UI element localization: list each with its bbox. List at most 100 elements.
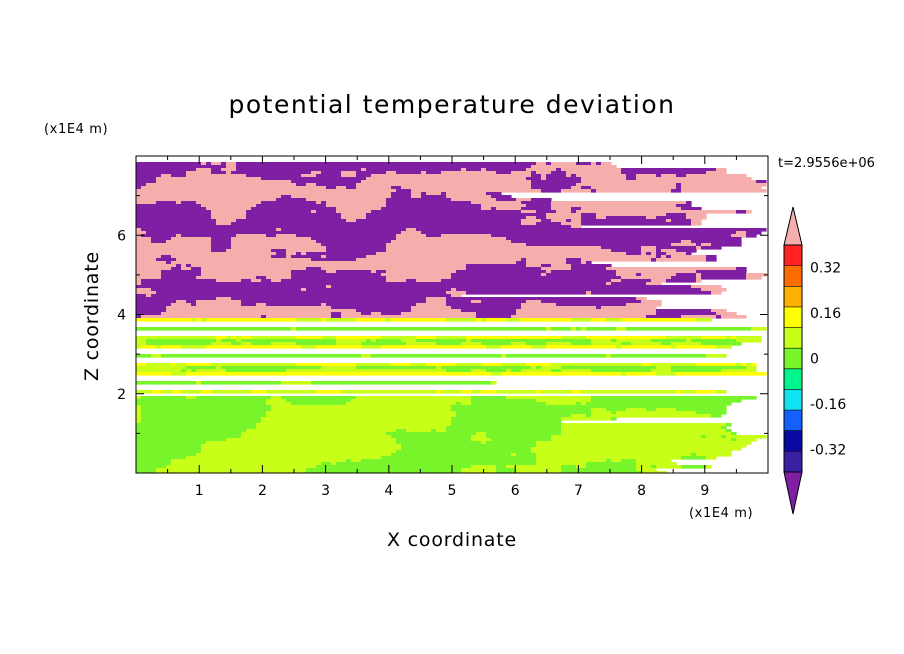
field-cell — [476, 315, 512, 319]
field-cell — [696, 411, 727, 415]
field-cell — [136, 369, 182, 373]
field-cell — [596, 216, 607, 220]
field-cell — [511, 240, 682, 244]
field-cell — [146, 339, 217, 343]
field-cell — [451, 417, 562, 421]
field-cell — [716, 345, 732, 349]
field-cell — [471, 339, 592, 343]
field-cell — [171, 237, 212, 241]
field-cell — [651, 279, 667, 283]
field-cell — [316, 390, 342, 394]
colorbar-bin — [784, 245, 802, 267]
field-cell — [316, 174, 342, 178]
field-cell — [526, 261, 567, 265]
field-cell — [656, 408, 677, 412]
field-cell — [216, 366, 222, 370]
field-cell — [241, 339, 337, 343]
field-cell — [186, 174, 247, 178]
field-cell — [151, 390, 162, 394]
field-cell — [271, 405, 452, 409]
field-cell — [371, 354, 502, 358]
field-cell — [416, 279, 442, 283]
field-cell — [486, 345, 502, 349]
field-cell — [446, 369, 472, 373]
field-cell — [241, 435, 392, 439]
field-cell — [746, 366, 757, 370]
field-cell — [551, 204, 677, 208]
field-cell — [241, 300, 427, 304]
field-cell — [366, 255, 657, 259]
field-cell — [181, 234, 237, 238]
field-cell — [276, 234, 297, 238]
field-cell — [711, 414, 722, 418]
field-cell — [136, 225, 572, 229]
field-cell — [386, 249, 612, 253]
field-cell — [506, 369, 512, 373]
field-cell — [606, 459, 612, 463]
field-cell — [166, 309, 357, 313]
field-cell — [271, 408, 452, 412]
field-cell — [551, 435, 702, 439]
field-cell — [546, 345, 617, 349]
field-cell — [401, 231, 422, 235]
field-cell — [441, 366, 532, 370]
field-cell — [341, 390, 437, 394]
field-cell — [136, 453, 197, 457]
field-cell — [436, 390, 442, 394]
field-cell — [716, 168, 727, 172]
colorbar-bin — [784, 368, 802, 390]
field-cell — [696, 276, 702, 280]
field-cell — [706, 354, 727, 358]
field-cell — [231, 336, 237, 340]
field-cell — [646, 408, 657, 412]
field-cell — [391, 186, 402, 190]
field-cell — [136, 336, 217, 340]
field-cell — [286, 249, 327, 253]
field-cell — [321, 336, 337, 340]
field-cell — [606, 318, 622, 322]
field-cell — [196, 276, 257, 280]
field-cell — [631, 342, 662, 346]
field-cell — [136, 171, 187, 175]
field-cell — [411, 306, 452, 310]
field-cell — [686, 252, 692, 256]
field-cell — [136, 255, 162, 259]
field-cell — [136, 234, 142, 238]
field-cell — [211, 342, 232, 346]
field-cell — [531, 165, 617, 169]
field-cell — [531, 198, 552, 202]
field-cell — [386, 198, 452, 202]
field-cell — [621, 171, 707, 175]
field-cell — [291, 402, 347, 406]
field-cell — [201, 444, 402, 448]
field-cell — [361, 180, 532, 184]
colorbar-label: 0.16 — [810, 306, 841, 322]
field-cell — [471, 396, 507, 400]
field-cell — [566, 174, 572, 178]
field-cell — [136, 342, 147, 346]
field-cell — [326, 318, 357, 322]
field-cell — [341, 174, 357, 178]
field-cell — [486, 192, 502, 196]
field-cell — [326, 285, 332, 289]
field-cell — [591, 342, 622, 346]
field-cell — [571, 414, 587, 418]
field-cell — [531, 186, 572, 190]
field-cell — [416, 339, 467, 343]
field-cell — [636, 297, 647, 301]
field-cell — [716, 312, 737, 316]
field-cell — [446, 303, 522, 307]
field-cell — [251, 279, 262, 283]
field-cell — [641, 252, 647, 256]
field-cell — [756, 180, 767, 184]
field-cell — [551, 171, 567, 175]
field-cell — [536, 462, 587, 466]
field-cell — [136, 192, 392, 196]
field-cell — [636, 462, 677, 466]
field-cell — [646, 315, 682, 319]
field-cell — [666, 336, 702, 340]
field-cell — [701, 342, 742, 346]
field-cell — [141, 228, 277, 232]
field-cell — [676, 186, 682, 190]
field-cell — [301, 345, 317, 349]
